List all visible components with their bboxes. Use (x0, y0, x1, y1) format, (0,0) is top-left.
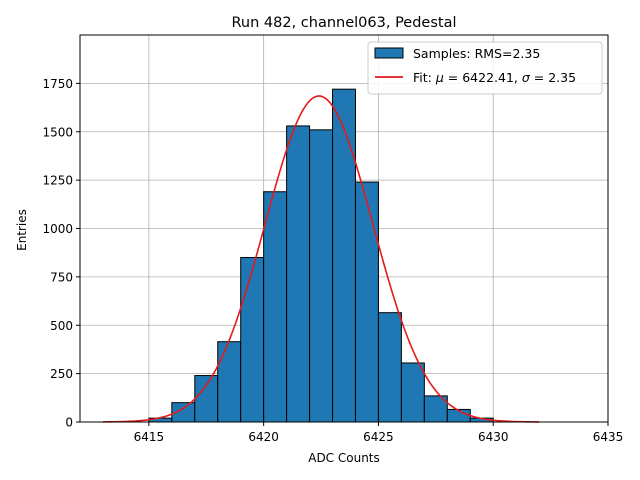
y-axis-ticks: 0 250 500 750 1000 1250 1500 1750 (42, 77, 80, 430)
x-axis-ticks: 6415 6420 6425 6430 6435 (134, 422, 624, 444)
legend-fit-mu-value: = 6422.41, (444, 70, 522, 85)
histogram-bar (400, 362, 425, 423)
y-axis-label: Entries (15, 209, 29, 251)
legend-fit-sigma-symbol: σ (522, 70, 531, 85)
y-tick-label: 1000 (42, 222, 73, 236)
y-tick-label: 0 (65, 416, 73, 430)
histogram-bar (263, 191, 288, 423)
fit-curve-group (102, 95, 540, 423)
y-tick-label: 1500 (42, 125, 73, 139)
histogram-bar (286, 125, 311, 423)
y-tick-label: 250 (50, 367, 73, 381)
histogram-bar (194, 375, 219, 423)
chart-title: Run 482, channel063, Pedestal (231, 15, 456, 31)
y-tick-label: 1750 (42, 77, 73, 91)
fit-curve (102, 95, 540, 423)
histogram-bar (309, 129, 334, 423)
legend-fit-mu-symbol: μ (435, 70, 444, 85)
x-tick-label: 6415 (134, 430, 165, 444)
legend-fit-label: Fit: μ = 6422.41, σ = 2.35 (413, 70, 576, 85)
x-tick-label: 6425 (363, 430, 394, 444)
legend-box (367, 41, 603, 95)
histogram-bar (217, 341, 242, 423)
y-tick-label: 1250 (42, 174, 73, 188)
histogram-bar (354, 181, 379, 423)
histogram-bar (377, 312, 402, 423)
legend-fit-prefix: Fit: (413, 70, 436, 85)
legend-histogram-swatch (374, 47, 404, 59)
legend-histogram-label: Samples: RMS=2.35 (413, 46, 540, 61)
histogram-bars (148, 88, 494, 423)
legend-fit-sigma-value: = 2.35 (530, 70, 576, 85)
legend: Samples: RMS=2.35 Fit: μ = 6422.41, σ = … (367, 41, 603, 95)
x-tick-label: 6435 (593, 430, 624, 444)
y-tick-label: 500 (50, 319, 73, 333)
x-tick-label: 6430 (478, 430, 509, 444)
histogram-bar (240, 257, 265, 423)
histogram-bar (332, 88, 356, 423)
x-tick-label: 6420 (248, 430, 279, 444)
y-tick-label: 750 (50, 270, 73, 284)
x-axis-label: ADC Counts (308, 451, 380, 465)
